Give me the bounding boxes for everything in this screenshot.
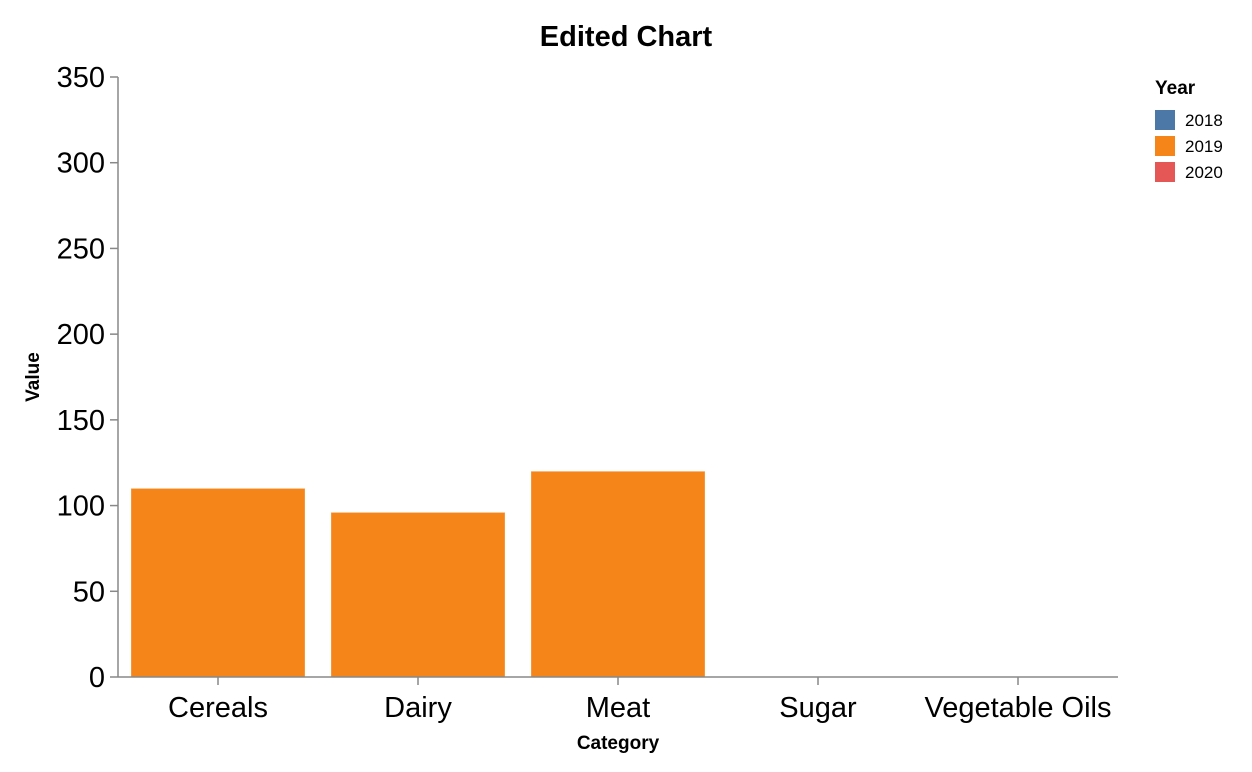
x-tick-label: Vegetable Oils	[924, 692, 1111, 724]
x-tick-label: Sugar	[779, 692, 857, 724]
legend-label-2019: 2019	[1185, 137, 1223, 156]
legend: Year 2018 2019 2020	[1155, 78, 1223, 182]
y-tick-label: 50	[73, 576, 105, 608]
chart-title: Edited Chart	[540, 21, 713, 53]
legend-label-2020: 2020	[1185, 163, 1223, 182]
x-tick-label: Cereals	[168, 692, 268, 724]
y-tick-label: 100	[57, 491, 105, 523]
y-tick-label: 200	[57, 319, 105, 351]
y-tick-label: 350	[57, 62, 105, 94]
legend-swatch-2020	[1155, 162, 1175, 182]
y-tick-label: 300	[57, 148, 105, 180]
x-axis: Cereals Dairy Meat Sugar Vegetable Oils	[118, 676, 1118, 724]
legend-title: Year	[1155, 78, 1196, 99]
x-tick-label: Meat	[586, 692, 650, 724]
x-tick-label: Dairy	[384, 692, 452, 724]
bar-meat-2019-1	[530, 470, 706, 678]
legend-swatch-2018	[1155, 110, 1175, 130]
legend-label-2018: 2018	[1185, 111, 1223, 130]
bar-cereals-2019-1	[130, 488, 306, 678]
y-tick-label: 0	[89, 662, 105, 694]
y-axis-title: Value	[23, 352, 44, 402]
bar-dairy-2019-1	[330, 512, 506, 678]
x-axis-title: Category	[577, 733, 660, 754]
legend-swatch-2019	[1155, 136, 1175, 156]
y-axis: 0 50 100 150 200 250 300 350	[57, 62, 119, 694]
y-tick-label: 250	[57, 233, 105, 265]
plot-area	[130, 470, 706, 678]
y-tick-label: 150	[57, 405, 105, 437]
